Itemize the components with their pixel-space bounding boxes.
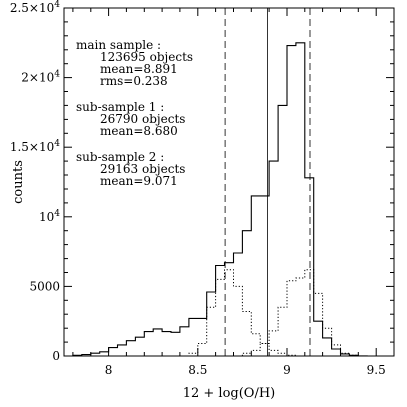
annotation-line: rms=0.238: [100, 74, 168, 88]
annotation-line: mean=9.071: [100, 174, 178, 188]
annotation-line: 26790 objects: [100, 112, 185, 126]
x-axis-label: 12 + log(O/H): [183, 386, 276, 401]
x-tick-label: 8.5: [188, 363, 207, 377]
tick-labels: 8 8.5 9 9.5 0 5000 104 1.5×104 2×104 2.5×104: [10, 0, 386, 377]
annotation-line: 123695 objects: [100, 50, 193, 64]
annotation-heading-1: main sample :: [76, 38, 161, 52]
x-tick-label: 9.5: [367, 363, 386, 377]
histogram-series-2: [72, 269, 377, 357]
annotation-block: main sample :123695 objectsmean=8.891rms…: [76, 38, 193, 188]
annotation-line: 29163 objects: [100, 162, 185, 176]
annotation-line: mean=8.891: [100, 62, 178, 76]
histogram-series-1: [72, 42, 377, 357]
x-tick-label: 8: [105, 363, 113, 377]
annotation-heading-3: sub-sample 2 :: [76, 150, 164, 164]
y-tick-label: 2×104: [21, 70, 60, 85]
x-tick-label: 9: [283, 363, 291, 377]
y-tick-label: 5000: [29, 279, 60, 293]
histogram-series-3: [72, 269, 377, 357]
y-axis-label: counts: [11, 160, 26, 204]
annotation-heading-2: sub-sample 1 :: [76, 100, 164, 114]
y-tick-label: 0: [52, 349, 60, 363]
y-tick-label: 1.5×104: [10, 139, 60, 154]
annotation-line: mean=8.680: [100, 124, 178, 138]
y-tick-label: 2.5×104: [10, 0, 60, 15]
plot-frame: [63, 7, 395, 357]
axis-ticks: [64, 7, 394, 357]
y-tick-label: 104: [39, 209, 60, 224]
